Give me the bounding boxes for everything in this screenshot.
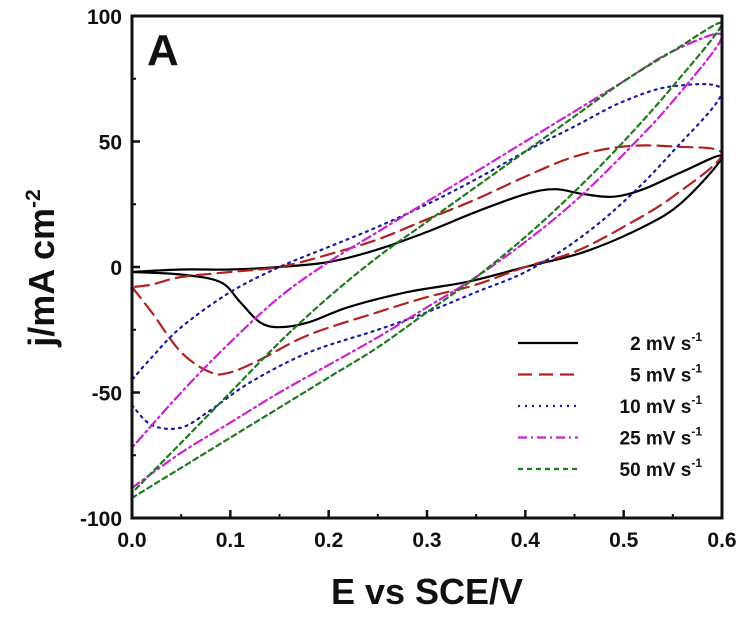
- legend-label: 2 mV s-1: [630, 330, 702, 355]
- y-tick-label: 100: [87, 6, 122, 29]
- legend-label: 50 mV s-1: [620, 456, 703, 481]
- x-tick-label: 0.2: [314, 529, 343, 552]
- legend: 2 mV s-1 5 mV s-1 10 mV s-1 25 mV s-1 50 mV …: [518, 330, 702, 481]
- series-line-5: [130, 21, 724, 499]
- x-tick-label: 0.5: [609, 529, 639, 552]
- x-tick-label: 0.1: [216, 529, 246, 552]
- y-axis-title: j/mA cm-2: [21, 189, 62, 347]
- svg-text:j/mA cm-2: j/mA cm-2: [21, 189, 62, 347]
- y-tick-labels: 100 50 0 -50 -100: [80, 6, 122, 531]
- legend-label: 10 mV s-1: [620, 393, 703, 418]
- series-line-2: [130, 144, 724, 376]
- legend-label: 5 mV s-1: [630, 362, 702, 387]
- legend-label: 25 mV s-1: [620, 425, 703, 450]
- x-tick-labels: 0.0 0.1 0.2 0.3 0.4 0.5 0.6: [117, 529, 736, 552]
- x-axis-title: E vs SCE/V: [331, 571, 523, 612]
- panel-label: A: [147, 26, 179, 75]
- x-tick-label: 0.0: [117, 529, 146, 552]
- series-line-1: [130, 154, 724, 329]
- axis-ticks: [130, 14, 724, 520]
- series-line-4: [130, 32, 724, 489]
- series-line-3: [130, 82, 724, 431]
- y-tick-label: -50: [92, 383, 122, 406]
- y-axis-title-sup: -2: [22, 189, 45, 208]
- series-curves: [130, 21, 724, 499]
- x-tick-label: 0.4: [511, 529, 541, 552]
- y-tick-label: -100: [80, 508, 122, 531]
- x-tick-label: 0.6: [707, 529, 736, 552]
- y-axis-title-main: j/mA cm: [21, 208, 62, 348]
- y-tick-label: 50: [99, 132, 122, 155]
- y-tick-label: 0: [110, 257, 122, 280]
- x-tick-label: 0.3: [412, 529, 441, 552]
